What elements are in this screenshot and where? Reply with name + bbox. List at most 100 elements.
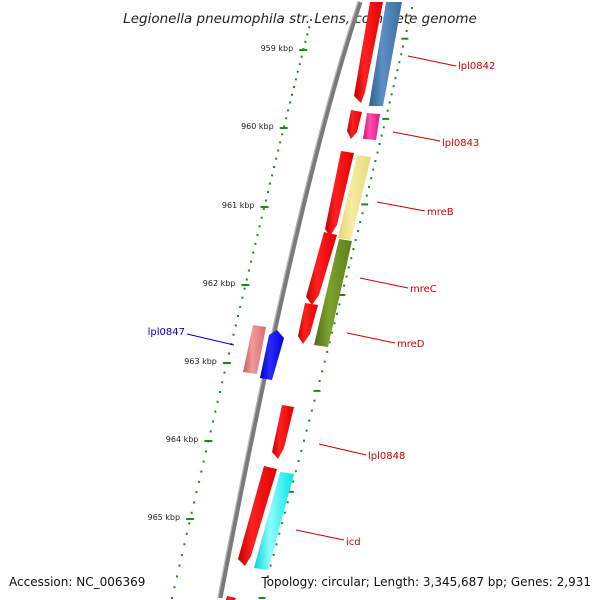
outer-tick — [350, 257, 353, 260]
inner-tick — [243, 287, 246, 290]
gene-label-lpl0848[interactable]: lpl0848 — [368, 451, 405, 462]
inner-tick — [209, 430, 212, 433]
major-tick — [204, 440, 213, 442]
inner-tick — [289, 101, 292, 104]
outer-tick — [328, 341, 331, 344]
topology-text: Topology: circular; Length: 3,345,687 bp… — [260, 575, 591, 589]
leader-line-lpl0842 — [407, 55, 457, 67]
major-tick — [279, 127, 288, 129]
leader-line-lpl0843 — [392, 131, 441, 142]
gene-label-icd[interactable]: icd — [346, 537, 361, 548]
inner-tick — [176, 575, 178, 578]
outer-tick — [380, 134, 383, 137]
outer-tick — [361, 212, 364, 215]
inner-tick — [256, 234, 259, 237]
outer-tick — [398, 61, 401, 64]
gene-arrow-lpl0848 — [272, 405, 294, 459]
inner-tick — [308, 26, 311, 29]
gene-arrow-mreC — [306, 232, 337, 305]
outer-tick — [336, 312, 338, 315]
outer-tick — [347, 266, 350, 269]
inner-tick — [275, 157, 278, 160]
gene-arrow-lpl0843 — [347, 110, 362, 139]
cog-block-lpl0847 — [243, 325, 266, 374]
gene-arrow-icd — [238, 466, 277, 566]
inner-tick — [285, 117, 288, 120]
gene-label-lpl0842[interactable]: lpl0842 — [458, 61, 495, 72]
outer-tick — [292, 480, 295, 483]
tick-label: 963 kbp — [184, 357, 217, 366]
outer-tick — [396, 69, 399, 72]
tick-label: 959 kbp — [261, 44, 294, 53]
outer-tick — [386, 109, 389, 112]
outer-tick — [272, 553, 275, 556]
outer-tick — [401, 37, 409, 40]
inner-tick — [283, 125, 286, 128]
outer-tick — [258, 597, 266, 599]
outer-tick — [331, 331, 334, 334]
inner-tick — [193, 501, 196, 504]
backbone-circle — [217, 1, 363, 599]
inner-tick — [232, 333, 235, 336]
inner-tick — [269, 182, 271, 185]
outer-tick — [354, 239, 357, 241]
cog-block-lpl0843 — [363, 113, 380, 140]
outer-tick — [305, 429, 308, 432]
outer-tick — [318, 380, 321, 382]
gene-label-lpl0843[interactable]: lpl0843 — [442, 138, 479, 149]
major-tick — [222, 362, 231, 364]
leader-line-icd — [295, 529, 345, 541]
outer-tick — [338, 294, 346, 296]
outer-tick — [300, 449, 303, 452]
outer-tick — [338, 303, 341, 306]
inner-tick — [221, 381, 224, 384]
inner-tick — [237, 315, 239, 318]
inner-tick — [190, 511, 193, 514]
outer-tick — [372, 168, 375, 171]
inner-tick — [291, 93, 293, 96]
outer-tick — [402, 45, 404, 48]
outer-tick — [313, 399, 316, 402]
tick-label: 965 kbp — [147, 513, 180, 522]
outer-tick — [286, 490, 294, 493]
inner-tick — [273, 166, 276, 168]
gene-arrow-mreD — [298, 303, 318, 344]
tick-label: 960 kbp — [241, 122, 274, 131]
inner-tick — [200, 470, 203, 473]
outer-tick — [394, 77, 397, 80]
inner-tick — [195, 491, 198, 494]
inner-tick — [197, 480, 200, 483]
outer-tick — [275, 543, 278, 546]
gene-label-lpl0847[interactable]: lpl0847 — [148, 327, 185, 338]
inner-tick — [173, 586, 176, 589]
outer-tick — [368, 185, 370, 188]
outer-tick — [374, 160, 377, 162]
leader-line-lpl0848 — [318, 443, 367, 456]
inner-tick — [178, 564, 181, 567]
tick-label: 962 kbp — [203, 279, 236, 288]
outer-tick — [266, 575, 269, 578]
outer-tick — [308, 419, 311, 422]
major-tick — [299, 49, 308, 51]
inner-tick — [180, 554, 183, 556]
outer-tick — [303, 439, 305, 442]
inner-tick — [304, 40, 307, 43]
inner-tick — [245, 278, 248, 281]
cog-block-icd — [254, 472, 294, 570]
inner-tick — [214, 410, 217, 413]
gene-label-mreD[interactable]: mreD — [397, 339, 425, 350]
major-tick — [260, 206, 269, 208]
outer-tick — [297, 460, 300, 462]
gene-label-mreB[interactable]: mreB — [427, 207, 454, 218]
inner-tick — [264, 199, 267, 202]
outer-tick — [278, 532, 281, 535]
gene-arrow-mreB — [325, 151, 354, 236]
inner-tick — [202, 460, 205, 463]
inner-tick — [212, 420, 214, 423]
inner-tick-ring: 959 kbp 960 kbp 961 kbp 962 kbp 963 kbp 964 k… — [147, 19, 312, 599]
outer-tick — [409, 14, 412, 17]
gene-label-mreC[interactable]: mreC — [410, 284, 437, 295]
inner-tick — [260, 216, 263, 219]
outer-tick — [263, 586, 266, 589]
gene-arrow-lpl0842 — [354, 2, 383, 103]
